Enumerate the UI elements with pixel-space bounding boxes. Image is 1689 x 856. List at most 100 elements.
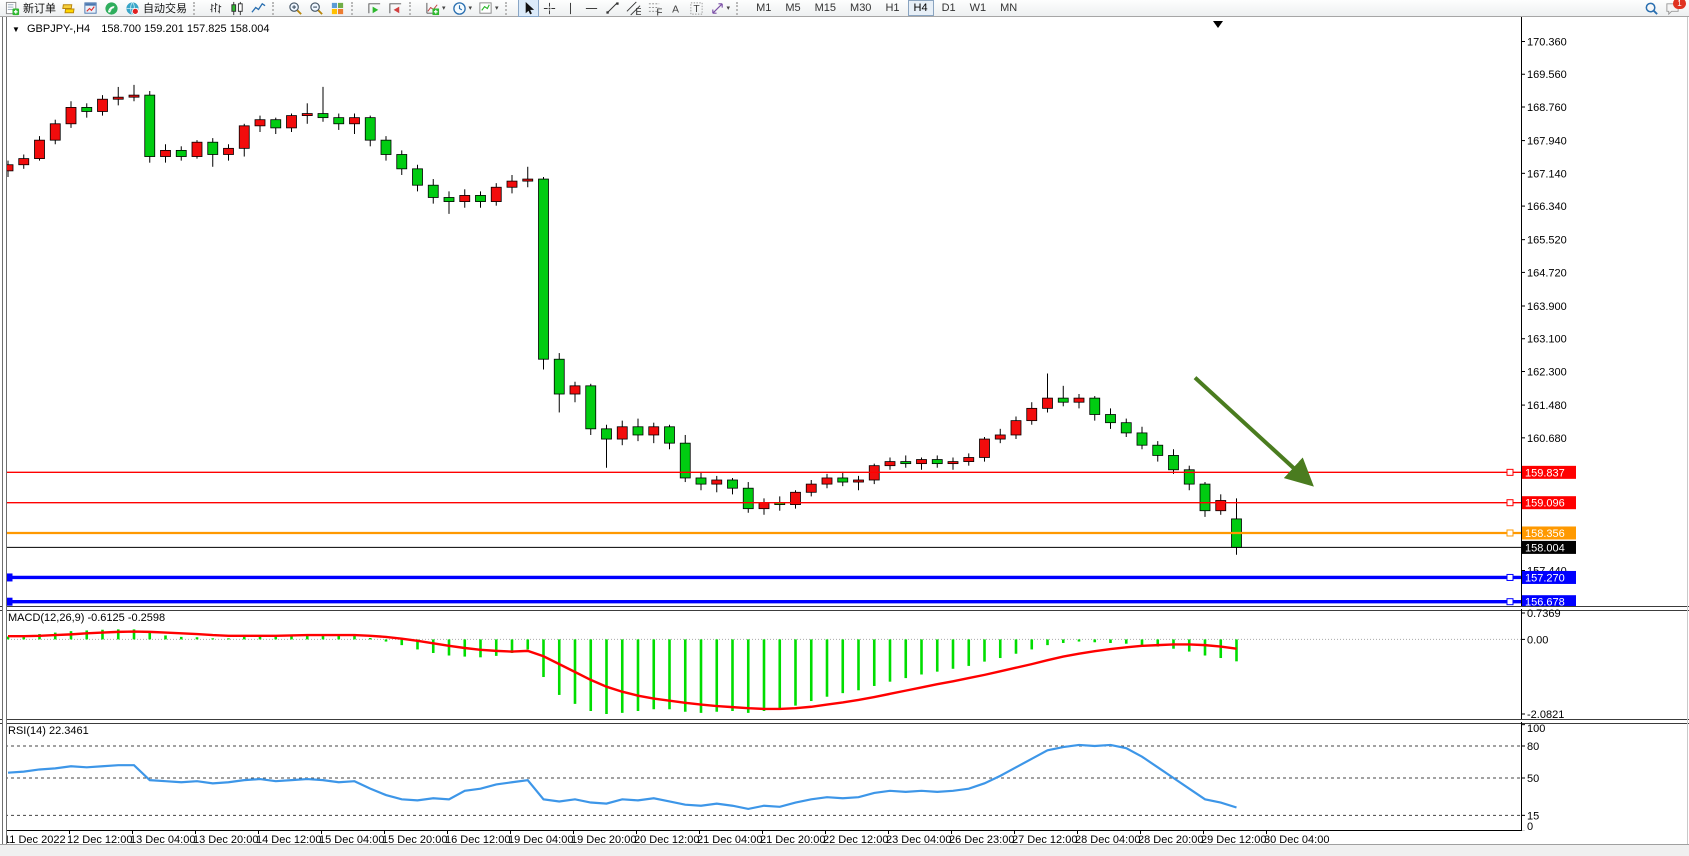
chart-shift-button[interactable] xyxy=(385,0,406,17)
svg-text:167.140: 167.140 xyxy=(1527,168,1567,180)
horizontal-line-button[interactable] xyxy=(581,0,602,17)
svg-text:158.356: 158.356 xyxy=(1525,528,1565,540)
timeframe-h1[interactable]: H1 xyxy=(885,2,900,14)
macd-panel-divider[interactable] xyxy=(0,606,1689,611)
time-tick xyxy=(447,831,448,834)
chart-title: ▼ GBPJPY-,H4 158.700 159.201 157.825 158… xyxy=(12,23,269,35)
time-tick xyxy=(1140,831,1141,834)
fibonacci-icon: F xyxy=(648,2,662,16)
time-label: 27 Dec 12:00 xyxy=(1012,834,1078,846)
time-tick xyxy=(384,831,385,834)
arrows-icon xyxy=(711,2,723,14)
symbol-collapse-icon[interactable]: ▼ xyxy=(12,25,20,34)
trendline-button[interactable] xyxy=(602,0,623,17)
candlestick-button[interactable] xyxy=(227,0,248,17)
timeframe-m5[interactable]: M5 xyxy=(785,2,801,14)
timeframe-h4[interactable]: H4 xyxy=(907,0,934,16)
time-tick xyxy=(636,831,637,834)
toolbar-separator xyxy=(409,1,418,15)
channel-button[interactable]: E xyxy=(623,0,644,17)
market-watch-button[interactable] xyxy=(80,0,101,17)
autotrading-button[interactable]: 自动交易 xyxy=(122,0,190,17)
zoom-in-button[interactable] xyxy=(285,0,306,17)
rsi-panel-divider[interactable] xyxy=(0,719,1689,724)
auto-scroll-button[interactable] xyxy=(364,0,385,17)
vertical-line-icon xyxy=(569,2,571,14)
svg-text:164.720: 164.720 xyxy=(1527,267,1567,279)
time-tick xyxy=(951,831,952,834)
svg-text:158.004: 158.004 xyxy=(1525,542,1565,554)
svg-text:80: 80 xyxy=(1527,741,1539,753)
bar-chart-button[interactable] xyxy=(206,0,227,17)
time-label: 21 Dec 04:00 xyxy=(697,834,763,846)
fibonacci-button[interactable]: F xyxy=(644,0,665,17)
time-label: 22 Dec 12:00 xyxy=(823,834,889,846)
market-watch-icon xyxy=(84,1,97,14)
chart-symbol-period: GBPJPY-,H4 xyxy=(26,23,91,35)
time-label: 11 Dec 2022 xyxy=(4,834,66,846)
time-tick xyxy=(1203,831,1204,834)
time-tick xyxy=(762,831,763,834)
window-left-frame xyxy=(2,17,7,845)
time-label: 16 Dec 12:00 xyxy=(445,834,511,846)
line-chart-button[interactable] xyxy=(248,0,269,17)
time-label: 21 Dec 20:00 xyxy=(760,834,826,846)
timeframe-d1[interactable]: D1 xyxy=(941,2,956,14)
indicators-button[interactable]: ▾ xyxy=(422,0,449,17)
toolbar-separator xyxy=(736,1,745,15)
svg-text:169.560: 169.560 xyxy=(1527,69,1567,81)
svg-text:0.00: 0.00 xyxy=(1527,634,1548,646)
cursor-button[interactable] xyxy=(517,0,539,17)
svg-text:MACD(12,26,9) -0.6125 -0.2598: MACD(12,26,9) -0.6125 -0.2598 xyxy=(8,612,165,624)
svg-text:0.7369: 0.7369 xyxy=(1527,609,1561,620)
text-button[interactable]: A xyxy=(665,0,686,17)
svg-text:163.100: 163.100 xyxy=(1527,334,1567,346)
templates-button[interactable]: ▾ xyxy=(475,0,502,17)
arrows-button[interactable]: ▾ xyxy=(707,0,734,17)
new-order-icon xyxy=(5,1,20,15)
toolbar-separator xyxy=(193,1,202,15)
zoom-out-button[interactable] xyxy=(306,0,327,17)
time-label: 13 Dec 20:00 xyxy=(193,834,259,846)
svg-text:167.940: 167.940 xyxy=(1527,136,1567,148)
zoom-in-icon xyxy=(289,1,302,15)
chart-shift-icon xyxy=(389,2,402,13)
periods-button[interactable]: ▾ xyxy=(449,0,476,17)
data-folder-icon xyxy=(62,3,75,13)
main-toolbar: 新订单 自动交易 ▾ ▾ ▾ E F A T ▾ M1 M5 M15 M30 H1 H4 D1 W1 MN 1 xyxy=(0,0,1689,17)
timeframe-m15[interactable]: M15 xyxy=(814,2,837,14)
candlestick-icon xyxy=(231,1,243,15)
horizontal-line-icon xyxy=(585,7,597,9)
chart-ohlc-values: 158.700 159.201 157.825 158.004 xyxy=(101,23,270,35)
timeframe-m1[interactable]: M1 xyxy=(756,2,772,14)
search-button[interactable] xyxy=(1641,0,1662,17)
new-order-button[interactable]: 新订单 xyxy=(2,0,59,17)
tile-windows-button[interactable] xyxy=(327,0,348,17)
crosshair-button[interactable] xyxy=(539,0,560,17)
timeframe-m30[interactable]: M30 xyxy=(850,2,872,14)
notifications-button[interactable]: 1 xyxy=(1662,0,1686,17)
svg-text:165.520: 165.520 xyxy=(1527,235,1567,247)
dropdown-arrow-icon: ▾ xyxy=(442,5,446,12)
dropdown-arrow-icon: ▾ xyxy=(495,5,499,12)
time-tick xyxy=(1077,831,1078,834)
time-label: 29 Dec 12:00 xyxy=(1201,834,1267,846)
data-folder-button[interactable] xyxy=(59,0,80,17)
time-label: 12 Dec 12:00 xyxy=(67,834,133,846)
vertical-line-button[interactable] xyxy=(560,0,581,17)
text-label-button[interactable]: T xyxy=(686,0,707,17)
time-tick xyxy=(1014,831,1015,834)
periods-icon xyxy=(452,1,466,15)
signals-button[interactable] xyxy=(101,0,122,17)
channel-icon: E xyxy=(626,1,641,16)
trendline-icon xyxy=(605,1,619,14)
svg-text:-2.0821: -2.0821 xyxy=(1527,709,1564,719)
dropdown-arrow-icon: ▾ xyxy=(726,5,731,12)
status-bar xyxy=(0,844,1689,856)
timeframe-mn[interactable]: MN xyxy=(1000,2,1018,14)
time-tick xyxy=(825,831,826,834)
time-tick xyxy=(321,831,322,834)
time-tick xyxy=(195,831,196,834)
timeframe-w1[interactable]: W1 xyxy=(969,2,987,14)
